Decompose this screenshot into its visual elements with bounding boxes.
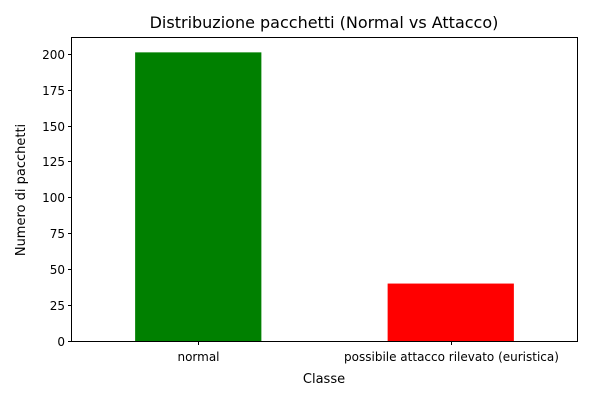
- y-tick-label-2: 50: [50, 263, 65, 277]
- x-tick-label-0: normal: [177, 350, 219, 364]
- x-axis-label: Classe: [303, 372, 345, 387]
- y-tick-label-6: 150: [42, 120, 65, 134]
- y-axis-label: Numero di pacchetti: [14, 124, 29, 256]
- chart-title: Distribuzione pacchetti (Normal vs Attac…: [150, 13, 499, 32]
- y-axis: 0 25 50 75 100 125 150 175 200: [42, 48, 72, 349]
- axes-frame: [71, 37, 578, 342]
- y-tick-label-0: 0: [57, 335, 65, 349]
- plot-area: [135, 52, 514, 341]
- y-tick-label-1: 25: [50, 299, 65, 313]
- y-tick-label-8: 200: [42, 48, 65, 62]
- y-tick-label-7: 175: [42, 84, 65, 98]
- bar-0: [135, 52, 262, 341]
- x-axis: normal possibile attacco rilevato (eurist…: [177, 341, 559, 364]
- bar-1: [387, 283, 514, 341]
- y-tick-label-5: 125: [42, 155, 65, 169]
- y-tick-label-4: 100: [42, 191, 65, 205]
- x-tick-label-1: possibile attacco rilevato (euristica): [344, 350, 559, 364]
- y-tick-label-3: 75: [50, 227, 65, 241]
